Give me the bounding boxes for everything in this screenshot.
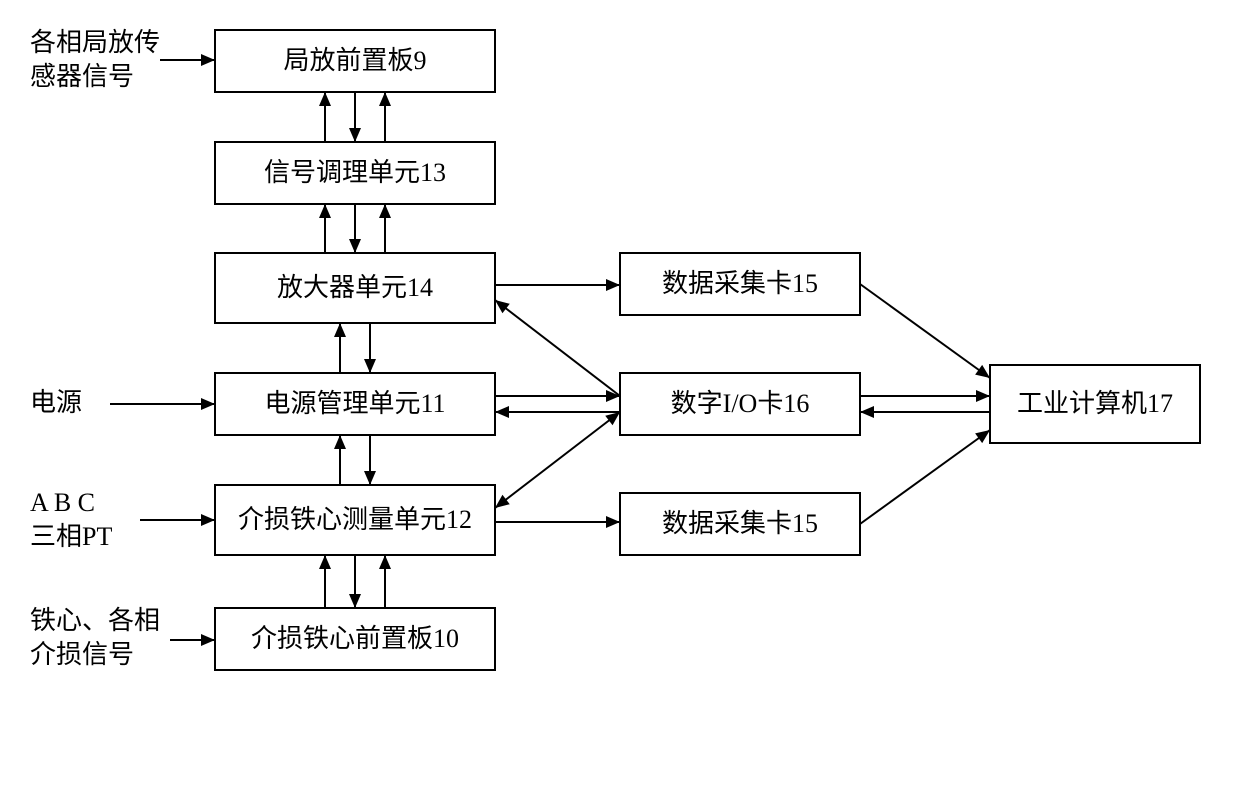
node-n15b: 数据采集卡15: [620, 493, 860, 555]
node-label-n9: 局放前置板9: [283, 46, 426, 75]
node-n16: 数字I/O卡16: [620, 373, 860, 435]
label-L2: 电源: [30, 388, 82, 417]
node-label-n15b: 数据采集卡15: [662, 509, 818, 538]
label-text-L3-0: A B C: [30, 488, 95, 517]
node-n10: 介损铁心前置板10: [215, 608, 495, 670]
node-label-n13: 信号调理单元13: [264, 158, 446, 187]
node-label-n10: 介损铁心前置板10: [251, 624, 459, 653]
diagram-canvas: 局放前置板9 信号调理单元13 放大器单元14 电源管理单元11 介损铁心测量单元12 介…: [0, 0, 1240, 785]
node-label-n12: 介损铁心测量单元12: [238, 505, 472, 534]
label-L3: A B C 三相PT: [30, 488, 112, 551]
label-text-L4-0: 铁心、各相: [30, 606, 160, 635]
label-L4: 铁心、各相介损信号: [30, 606, 160, 669]
node-n12: 介损铁心测量单元12: [215, 485, 495, 555]
node-n17: 工业计算机17: [990, 365, 1200, 443]
node-label-n16: 数字I/O卡16: [671, 389, 810, 418]
label-text-L1-0: 各相局放传: [30, 28, 160, 57]
label-text-L3-1: 三相PT: [30, 522, 112, 551]
node-label-n14: 放大器单元14: [277, 273, 433, 302]
node-n15a: 数据采集卡15: [620, 253, 860, 315]
label-L1: 各相局放传感器信号: [30, 28, 160, 91]
label-text-L4-1: 介损信号: [30, 640, 134, 669]
label-text-L1-1: 感器信号: [30, 62, 134, 91]
node-n9: 局放前置板9: [215, 30, 495, 92]
node-n11: 电源管理单元11: [215, 373, 495, 435]
label-text-L2-0: 电源: [30, 388, 82, 417]
node-label-n11: 电源管理单元11: [264, 389, 445, 418]
node-n13: 信号调理单元13: [215, 142, 495, 204]
node-label-n17: 工业计算机17: [1017, 389, 1173, 418]
node-n14: 放大器单元14: [215, 253, 495, 323]
node-label-n15a: 数据采集卡15: [662, 269, 818, 298]
